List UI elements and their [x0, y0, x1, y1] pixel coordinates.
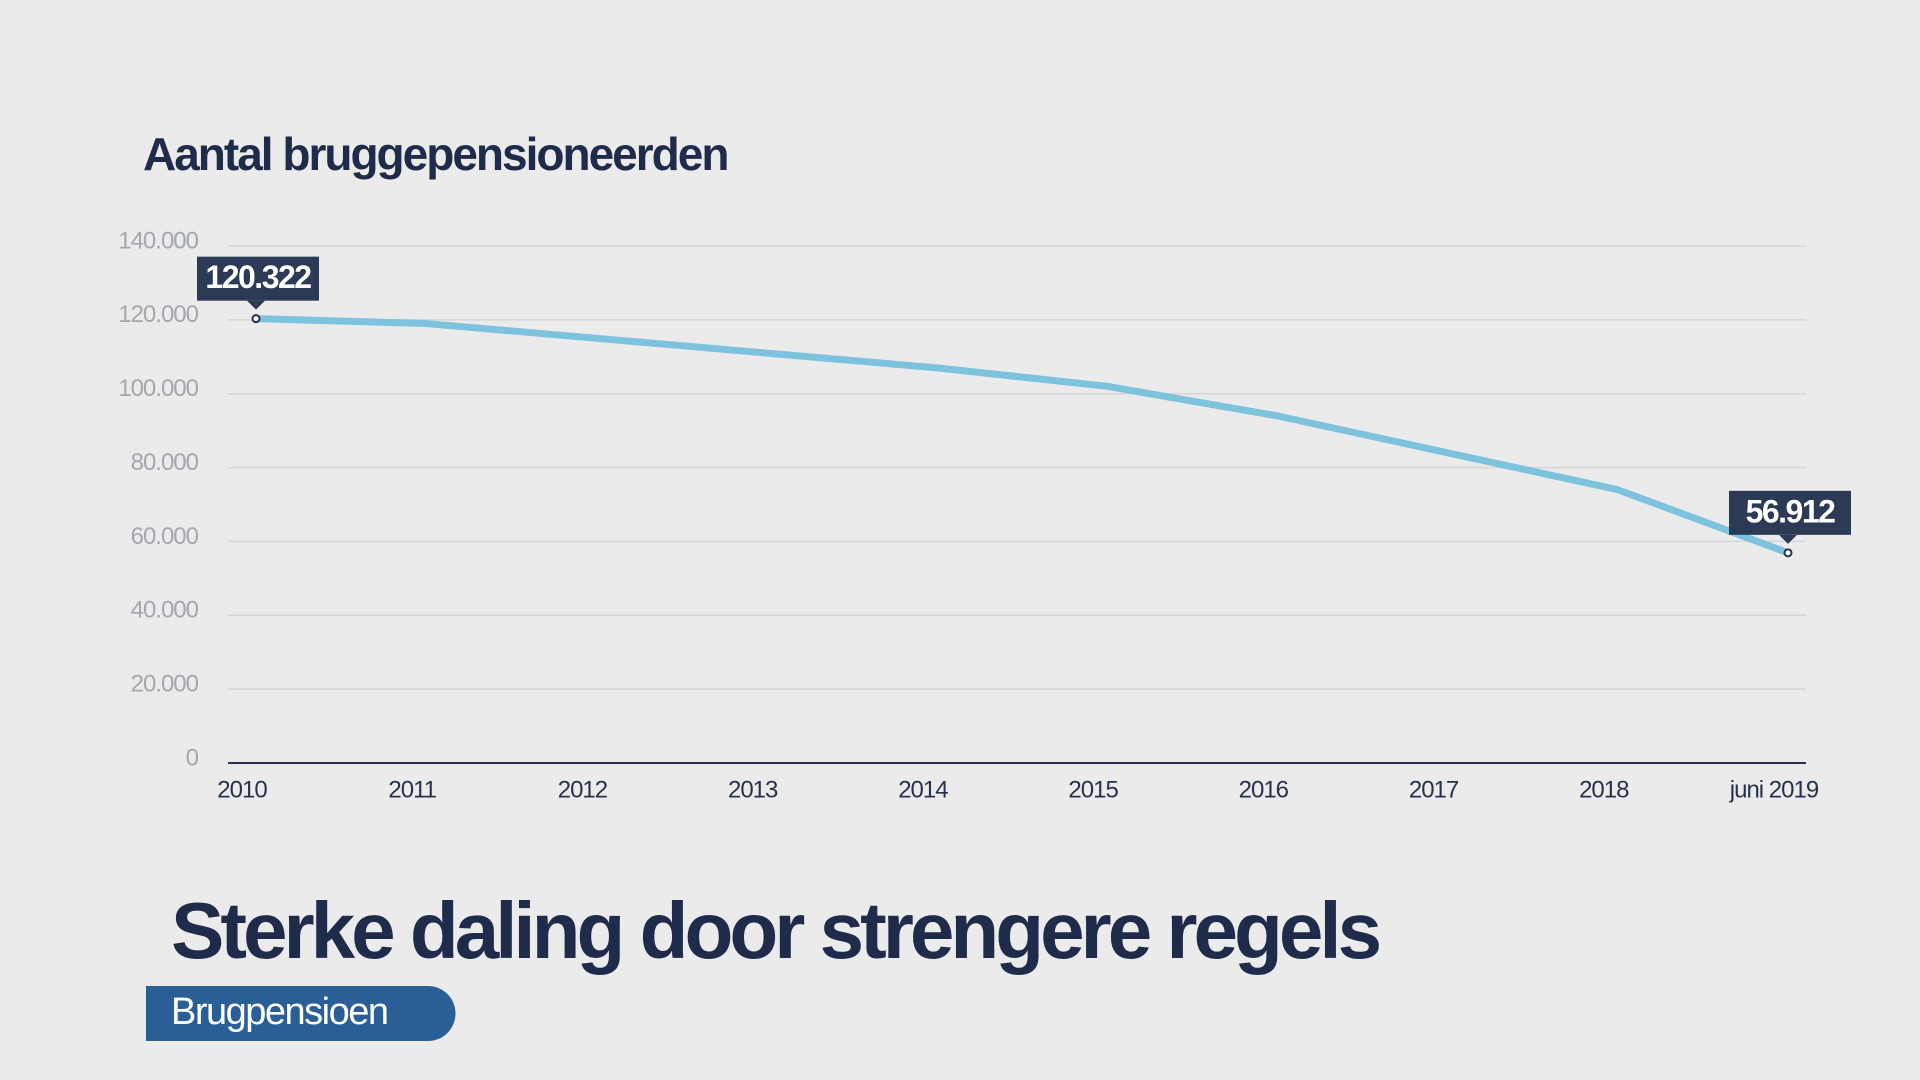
label-pointer	[247, 300, 265, 310]
y-tick-label: 120.000	[118, 301, 198, 328]
y-tick-label: 20.000	[131, 670, 199, 697]
data-point	[1783, 548, 1793, 558]
y-tick-label: 60.000	[131, 523, 199, 550]
x-tick-label: juni 2019	[1729, 776, 1819, 803]
x-tick-label: 2010	[217, 776, 267, 803]
tag: Brugpensioen	[171, 991, 388, 1033]
data-line	[252, 315, 1792, 557]
y-tick-label: 40.000	[131, 597, 199, 624]
x-tick-label: 2012	[558, 776, 608, 803]
y-tick-label: 140.000	[118, 227, 198, 254]
x-tick-label: 2014	[898, 776, 948, 803]
x-tick-label: 2018	[1579, 776, 1629, 803]
y-tick-label: 0	[186, 744, 199, 771]
chart-title: Aantal bruggepensioneerden	[143, 128, 727, 180]
tag-background	[146, 986, 456, 1041]
data-label: 120.322	[205, 259, 311, 295]
y-tick-label: 80.000	[131, 449, 199, 476]
label-pointer	[1779, 534, 1797, 544]
x-tick-label: 2013	[728, 776, 778, 803]
x-tick-label: 2011	[388, 776, 436, 803]
x-tick-label: 2017	[1409, 776, 1459, 803]
plot: 0 20.000 40.000 60.000 80.000 100.000 120.000 1…	[118, 227, 1851, 803]
data-point	[251, 314, 261, 324]
data-label: 56.912	[1746, 493, 1836, 529]
headline: Sterke daling door strengere regels	[171, 886, 1380, 975]
label-box	[1729, 490, 1851, 535]
y-tick-label: 100.000	[118, 375, 198, 402]
x-tick-label: 2016	[1239, 776, 1289, 803]
x-tick-label: 2015	[1068, 776, 1118, 803]
label-box	[197, 256, 319, 301]
